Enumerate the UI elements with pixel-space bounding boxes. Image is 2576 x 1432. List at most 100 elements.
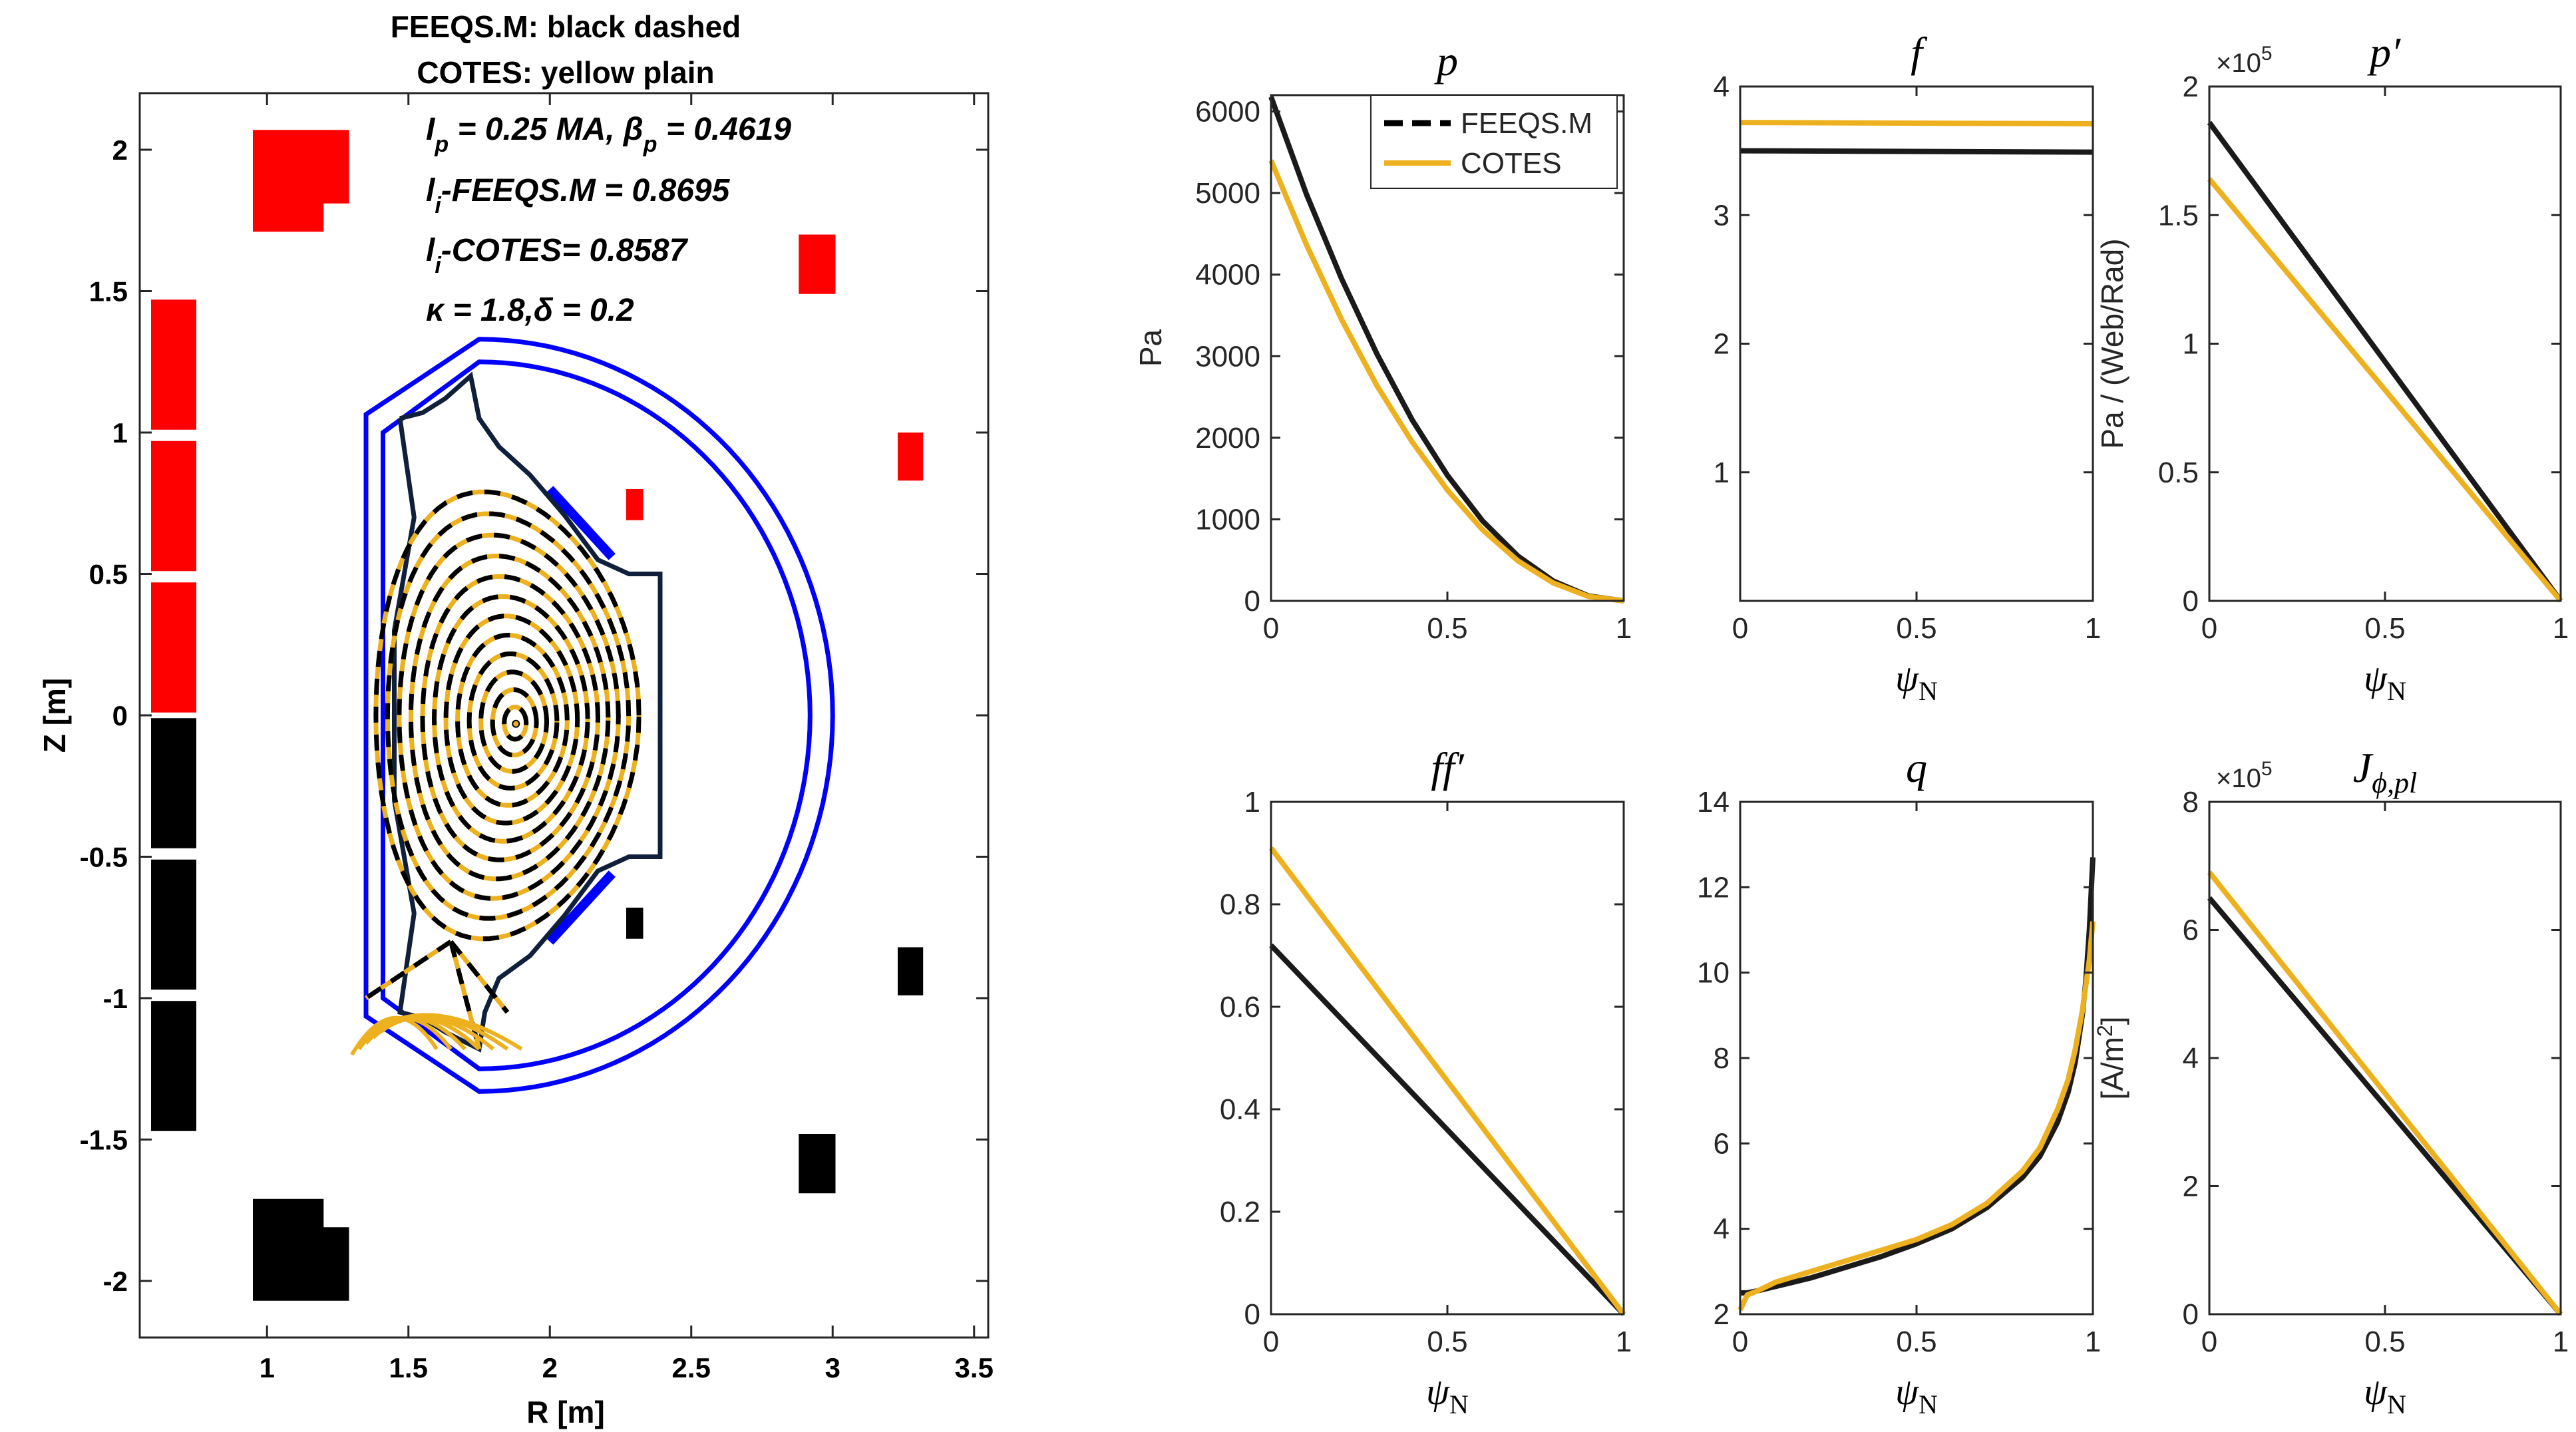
series-cotes-5 [2207, 870, 2563, 1316]
eq-ytick-label: 0 [112, 700, 128, 731]
xlabel-psi: ψ [2364, 658, 2388, 699]
beta-value: = 0.4619 [657, 112, 791, 147]
profile-panel-2: p′ ×105 0 0.5 1 1.5 2 0 0.5 1 ψN Pa / (Web/Rad) [2095, 29, 2569, 706]
flux-surface-cotes [420, 574, 601, 862]
xlabel-1: ψN [1895, 658, 1938, 706]
title-ff-prime: ff′ [1431, 744, 1465, 791]
coil-lower-5 [898, 947, 924, 995]
li2-sub: i [435, 253, 442, 278]
exponent-power: 5 [2261, 43, 2273, 65]
first-wall [392, 371, 663, 1053]
vessel-inner [381, 359, 813, 1071]
ytick-label: 14 [1697, 786, 1730, 818]
flux-surface-cotes [478, 669, 550, 774]
ytick-label: 0.2 [1220, 1196, 1260, 1228]
ylabel-sup: 2 [2093, 1025, 2117, 1037]
xlabel-sub: N [2387, 676, 2406, 706]
exponent-label-5: ×105 [2216, 758, 2273, 793]
ytick-label: 5000 [1195, 177, 1260, 210]
ytick-label: 12 [1697, 871, 1730, 904]
xtick-label: 1 [1616, 612, 1632, 645]
title-ff-prime-main: ff′ [1431, 744, 1465, 791]
ytick-label: 4 [1714, 1213, 1730, 1246]
series-cotes-3 [1268, 846, 1626, 1316]
xlabel-3: ψN [1426, 1371, 1469, 1419]
title-p-prime: p′ [2367, 29, 2401, 76]
xlabel-psi: ψ [1426, 1371, 1450, 1413]
annotation-ip: Ip = 0.25 MA, βp = 0.4619 [426, 112, 791, 157]
axes-box-1 [1739, 85, 2094, 602]
flux-surface-feeqs [385, 511, 632, 921]
eq-xtick-label: 2.5 [672, 1352, 711, 1383]
xtick-label: 0.5 [1427, 612, 1467, 645]
ytick-label: 0.4 [1220, 1093, 1260, 1126]
flux-surface-feeqs [420, 574, 601, 862]
ytick-label: 2000 [1195, 422, 1260, 454]
passive-plate-upper [546, 486, 616, 560]
profile-panel-4: q 2 4 6 8 10 12 14 0 0.5 1 ψN [1697, 744, 2101, 1419]
ytick-label: 0.6 [1220, 991, 1260, 1023]
xlabel-5: ψN [2364, 1371, 2406, 1419]
series-feeqs-1 [1740, 148, 2094, 155]
coil-upper-4 [799, 234, 836, 294]
xtick-label: 0.5 [2364, 1326, 2405, 1358]
profile-panel-3: ff′ 0 0.2 0.4 0.6 0.8 1 0 0.5 1 ψN [1220, 744, 1632, 1419]
legend-box [1370, 94, 1618, 189]
ytick-label: 6000 [1195, 96, 1260, 128]
ytick-label: 1 [1244, 786, 1260, 818]
ytick-label: 1.5 [2158, 199, 2199, 232]
vessel-outer [363, 337, 835, 1094]
coil-upper-5 [898, 433, 924, 481]
flux-surface-cotes [455, 633, 570, 808]
separatrix-leg-feeqs [365, 940, 453, 1000]
xtick-label: 1 [2553, 1326, 2569, 1358]
legend-feeqs-label: FEEQS.M [1461, 107, 1592, 140]
private-flux-line [393, 1013, 523, 1051]
flux-surface-feeqs [431, 594, 590, 844]
coil-upper-3 [151, 582, 196, 713]
xlabel-2: ψN [2364, 658, 2406, 706]
ytick-label: 4 [1714, 71, 1730, 103]
title-q: q [1906, 744, 1927, 791]
ytick-label: 4000 [1195, 259, 1260, 291]
eq-xtick-label: 1 [260, 1352, 275, 1383]
li1-value: -FEEQS.M = 0.8695 [441, 173, 731, 208]
axes-box-5 [2208, 801, 2562, 1316]
equilibrium-y-ticks: 2 1.5 1 0.5 0 -0.5 -1 -1.5 -2 [80, 134, 988, 1297]
li1-sub: i [435, 193, 442, 218]
eq-xtick-label: 3.5 [955, 1352, 994, 1383]
flux-surface-cotes [443, 614, 580, 826]
equilibrium-title-line1: FEEQS.M: black dashed [391, 9, 741, 44]
ytick-label: 0.8 [1220, 888, 1260, 921]
title-f-main: f [1911, 29, 1928, 76]
title-j-phi-main: J [2353, 744, 2374, 791]
title-j-phi: Jϕ,pl [2353, 744, 2417, 799]
exponent-power: 5 [2261, 758, 2273, 780]
title-p-prime-main: p′ [2367, 29, 2401, 76]
coil-upper-2 [151, 441, 196, 572]
ylabel-0: Pa [1133, 329, 1168, 367]
ytick-label: 1 [1714, 456, 1730, 489]
exponent-base: ×10 [2216, 49, 2261, 78]
coil-upper-0 [253, 130, 349, 232]
xtick-label: 1 [2085, 1326, 2101, 1358]
xtick-label: 0 [2201, 1326, 2217, 1358]
xtick-label: 1 [2085, 612, 2101, 645]
ip-symbol: I [426, 112, 436, 147]
ytick-label: 0 [2183, 585, 2199, 618]
series-feeqs-2 [2207, 120, 2563, 603]
flux-surface-feeqs [466, 651, 560, 791]
xlabel-4: ψN [1895, 1371, 1938, 1419]
li2-symbol: l [426, 233, 436, 268]
coil-lower-6 [626, 908, 644, 939]
ytick-label: 8 [1714, 1042, 1730, 1075]
xtick-label: 0 [1263, 1326, 1279, 1358]
beta-sub: p [643, 132, 657, 157]
ytick-label: 3000 [1195, 340, 1260, 373]
series-feeqs-3 [1269, 943, 1626, 1316]
flux-surface-feeqs [502, 705, 529, 742]
li1-symbol: l [426, 173, 436, 208]
exponent-label-2: ×105 [2216, 43, 2273, 78]
